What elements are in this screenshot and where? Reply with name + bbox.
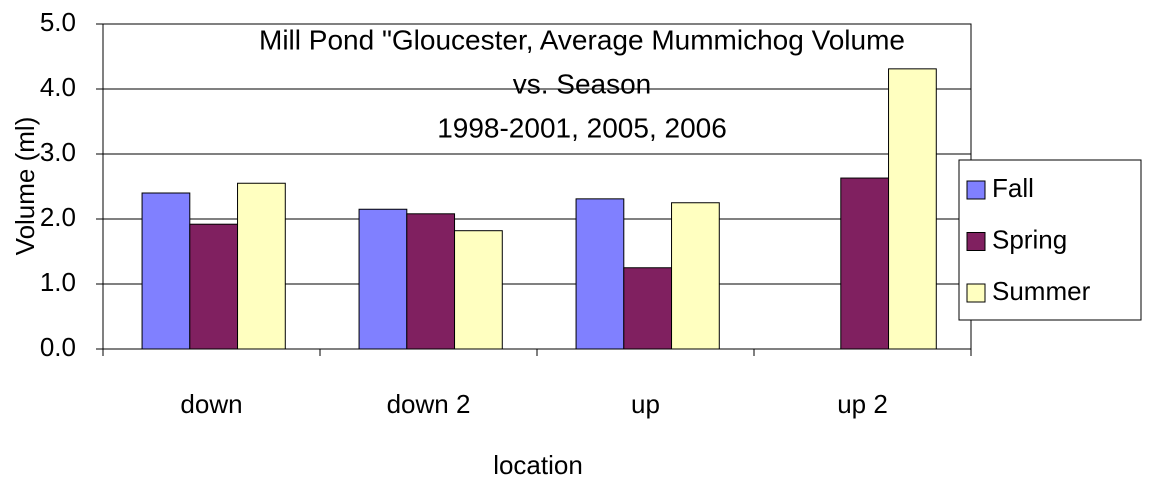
bar — [671, 202, 720, 350]
legend-box — [958, 159, 1142, 321]
bar — [189, 223, 239, 350]
bar — [623, 267, 673, 350]
x-tick-label: up — [631, 389, 660, 419]
y-tick-label: 4.0 — [40, 72, 76, 102]
x-tick-label: down 2 — [387, 389, 471, 419]
y-tick-label: 3.0 — [40, 137, 76, 167]
legend-swatch — [966, 283, 986, 303]
x-axis-title: location — [493, 450, 583, 480]
x-tick-label: up 2 — [837, 389, 888, 419]
bar — [575, 198, 625, 350]
legend-label: Summer — [992, 276, 1091, 306]
bar — [840, 177, 890, 350]
bar — [358, 208, 408, 350]
y-tick-label: 2.0 — [40, 202, 76, 232]
y-tick-label: 5.0 — [40, 7, 76, 37]
chart-title: 1998-2001, 2005, 2006 — [437, 112, 727, 143]
bar — [237, 182, 286, 350]
legend-label: Fall — [992, 173, 1034, 203]
x-tick-label: down — [180, 389, 242, 419]
bar — [888, 68, 937, 350]
chart-title: Mill Pond "Gloucester, Average Mummichog… — [259, 24, 905, 55]
y-tick-label: 1.0 — [40, 267, 76, 297]
legend-label: Spring — [992, 224, 1067, 254]
bar — [406, 213, 456, 350]
bar — [141, 192, 191, 350]
chart-title: vs. Season — [513, 68, 652, 99]
y-axis-title: Volume (ml) — [10, 117, 40, 256]
y-tick-label: 0.0 — [40, 332, 76, 362]
legend-swatch — [966, 180, 986, 200]
bar — [454, 230, 503, 350]
legend-swatch — [966, 232, 986, 251]
